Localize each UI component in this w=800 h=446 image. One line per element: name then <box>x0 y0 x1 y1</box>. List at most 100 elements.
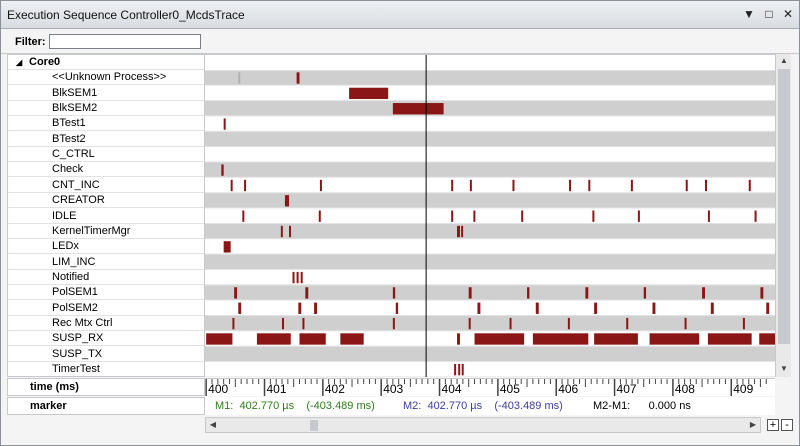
tree-row-label: BTest1 <box>52 117 86 130</box>
tree-row[interactable]: TimerTest <box>8 362 204 376</box>
vertical-scroll-thumb[interactable] <box>778 69 790 344</box>
collapse-triangle-icon[interactable]: ◢ <box>16 58 23 67</box>
trace-segment <box>238 302 242 314</box>
trace-segment <box>594 302 598 314</box>
zoom-out-button[interactable]: - <box>781 419 793 431</box>
core-lane <box>205 55 775 71</box>
tree-row[interactable]: CNT_INC <box>8 178 204 193</box>
lane-background <box>205 239 775 255</box>
maximize-icon[interactable]: □ <box>765 7 773 21</box>
tree-row[interactable]: BlkSEM2 <box>8 101 204 117</box>
lane-background <box>205 131 775 148</box>
trace-segment <box>704 179 707 192</box>
trace-segment <box>567 317 570 330</box>
trace-segment <box>585 287 589 299</box>
trace-segment <box>340 333 364 345</box>
tree-row[interactable]: PolSEM1 <box>8 285 204 301</box>
process-tree: ◢ Core0 <<Unknown Process>> BlkSEM1 BlkSEM… <box>7 54 205 377</box>
trace-segment <box>748 179 751 192</box>
trace-segment <box>292 271 295 284</box>
tree-row-label: LIM_INC <box>52 255 96 268</box>
tree-row[interactable]: LEDx <box>8 239 204 255</box>
close-icon[interactable]: ✕ <box>782 7 794 21</box>
time-axis-svg: 400 401 402 403 404 405 406 407 408 409 <box>205 379 767 396</box>
horizontal-scroll-thumb[interactable] <box>310 420 318 431</box>
tree-row-label: C_CTRL <box>52 148 95 161</box>
tree-row[interactable]: KernelTimerMgr <box>8 224 204 239</box>
scroll-left-icon[interactable]: ◀ <box>209 420 217 429</box>
lane-background <box>205 177 775 194</box>
trace-segment <box>314 302 318 314</box>
tree-row[interactable]: BlkSEM1 <box>8 86 204 101</box>
axis-tick-label: 401 <box>267 382 287 396</box>
trace-segment <box>223 118 226 130</box>
tree-row-label: BlkSEM1 <box>52 86 98 99</box>
tree-row[interactable]: BTest1 <box>8 116 204 132</box>
window-title: Execution Sequence Controller0_McdsTrace <box>7 8 245 22</box>
tree-row[interactable]: BTest2 <box>8 132 204 147</box>
tree-row-label: <<Unknown Process>> <box>52 71 167 84</box>
tree-row[interactable]: CREATOR <box>8 193 204 209</box>
tree-node-core0[interactable]: ◢ Core0 <box>8 55 204 70</box>
trace-segment <box>395 302 399 314</box>
trace-segment <box>468 317 471 330</box>
axis-tick-label: 400 <box>208 382 228 396</box>
tree-row[interactable]: IDLE <box>8 209 204 224</box>
tree-row[interactable]: PolSEM2 <box>8 301 204 316</box>
horizontal-scrollbar[interactable]: ◀ ▶ <box>205 417 761 433</box>
scroll-down-icon[interactable]: ▼ <box>780 364 788 373</box>
tree-node-label: Core0 <box>29 56 61 68</box>
tree-row-label: SUSP_RX <box>52 332 104 345</box>
lane-background <box>205 315 775 332</box>
trace-segment <box>221 164 224 176</box>
trace-segment <box>535 302 539 314</box>
tree-row[interactable]: Rec Mtx Ctrl <box>8 316 204 331</box>
axis-tick-label: 407 <box>617 382 637 396</box>
marker-m1: M1: 402.770 µs (-403.489 ms) <box>215 400 375 412</box>
time-axis-label: time (ms) <box>7 378 205 396</box>
tree-row[interactable]: C_CTRL <box>8 147 204 163</box>
filter-input[interactable] <box>49 34 201 49</box>
axis-tick-label: 409 <box>733 382 753 396</box>
tree-row-label: Check <box>52 163 84 176</box>
trace-segment <box>685 179 688 192</box>
title-bar: Execution Sequence Controller0_McdsTrace… <box>1 1 799 29</box>
lane-background <box>205 362 775 377</box>
zoom-in-button[interactable]: + <box>767 419 779 431</box>
tree-row[interactable]: Notified <box>8 270 204 285</box>
tree-row[interactable]: SUSP_RX <box>8 331 204 347</box>
lane-background <box>205 254 775 270</box>
tree-row-label: CREATOR <box>52 194 105 207</box>
trace-segment <box>457 333 460 345</box>
trace-segment <box>569 179 572 192</box>
trace-segment <box>512 179 515 192</box>
time-axis: 400 401 402 403 404 405 406 407 408 409 <box>205 378 775 396</box>
trace-segment <box>652 302 656 314</box>
marker-label: marker <box>7 397 205 415</box>
tree-row-label: LEDx <box>52 240 79 253</box>
vertical-scrollbar[interactable]: ▲ ▼ <box>775 54 791 377</box>
lane-background <box>205 346 775 362</box>
trace-segment <box>298 302 302 314</box>
scroll-right-icon[interactable]: ▶ <box>749 420 757 429</box>
tree-row[interactable]: Check <box>8 162 204 178</box>
tree-row-label: BTest2 <box>52 132 86 145</box>
axis-tick-label: 408 <box>675 382 695 396</box>
trace-segment <box>289 225 292 238</box>
dropdown-icon[interactable]: ▼ <box>743 7 755 21</box>
trace-segment <box>244 179 247 192</box>
tree-row[interactable]: <<Unknown Process>> <box>8 70 204 86</box>
tree-row-label: SUSP_TX <box>52 347 103 360</box>
trace-segment <box>454 364 457 376</box>
scroll-up-icon[interactable]: ▲ <box>780 56 788 65</box>
trace-segment <box>754 210 757 222</box>
tree-row[interactable]: SUSP_TX <box>8 347 204 362</box>
lane-background <box>205 193 775 209</box>
trace-segment <box>594 333 638 345</box>
tree-row[interactable]: LIM_INC <box>8 255 204 270</box>
trace-segment <box>759 333 775 345</box>
trace-segment <box>319 179 322 192</box>
trace-plot[interactable] <box>205 54 775 377</box>
trace-segment <box>649 333 700 345</box>
lane-background <box>205 223 775 240</box>
